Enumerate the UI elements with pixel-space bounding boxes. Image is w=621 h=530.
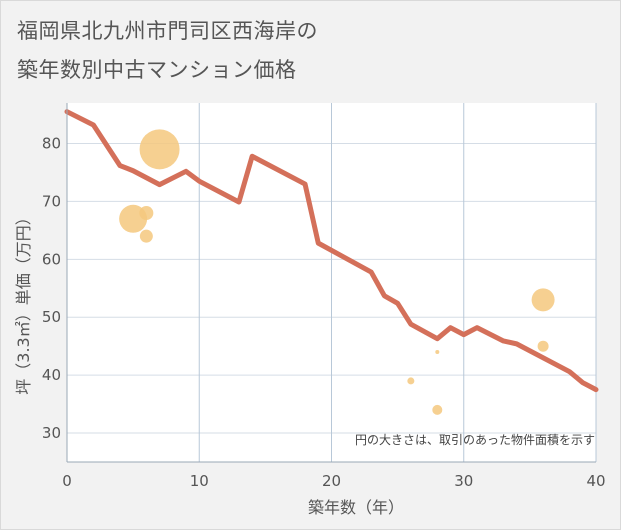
chart-title-line-1: 福岡県北九州市門司区西海岸の [17,19,318,43]
bubble-point [139,206,154,221]
y-tick-label: 40 [42,366,61,384]
y-tick-label: 50 [42,308,61,326]
y-axis-label: 坪（3.3㎡）単価（万円） [14,209,33,394]
y-tick-label: 60 [42,250,61,268]
x-tick-label: 30 [454,472,473,490]
annotation-text: 円の大きさは、取引のあった物件面積を示す [355,432,595,447]
bubble-point [139,229,153,243]
y-tick-label: 30 [42,424,61,442]
price-line [64,109,599,393]
bubble-point [407,377,415,385]
axes: 30 40 50 60 70 80 0 10 20 30 40 [42,103,606,490]
x-tick-label: 20 [322,472,341,490]
bubble-point [432,404,443,415]
bubble-point [139,129,180,170]
bubble-point [537,340,549,352]
x-tick-label: 10 [190,472,209,490]
x-tick-label: 40 [586,472,605,490]
bubble-point [435,349,440,354]
grid-lines [67,103,597,462]
chart-title-line-2: 築年数別中古マンション価格 [17,58,297,82]
y-tick-label: 80 [42,135,61,153]
y-tick-label: 70 [42,192,61,210]
bubble-series [119,129,555,415]
x-tick-label: 0 [62,472,72,490]
bubble-point [531,288,555,312]
x-axis-label: 築年数（年） [308,498,404,517]
